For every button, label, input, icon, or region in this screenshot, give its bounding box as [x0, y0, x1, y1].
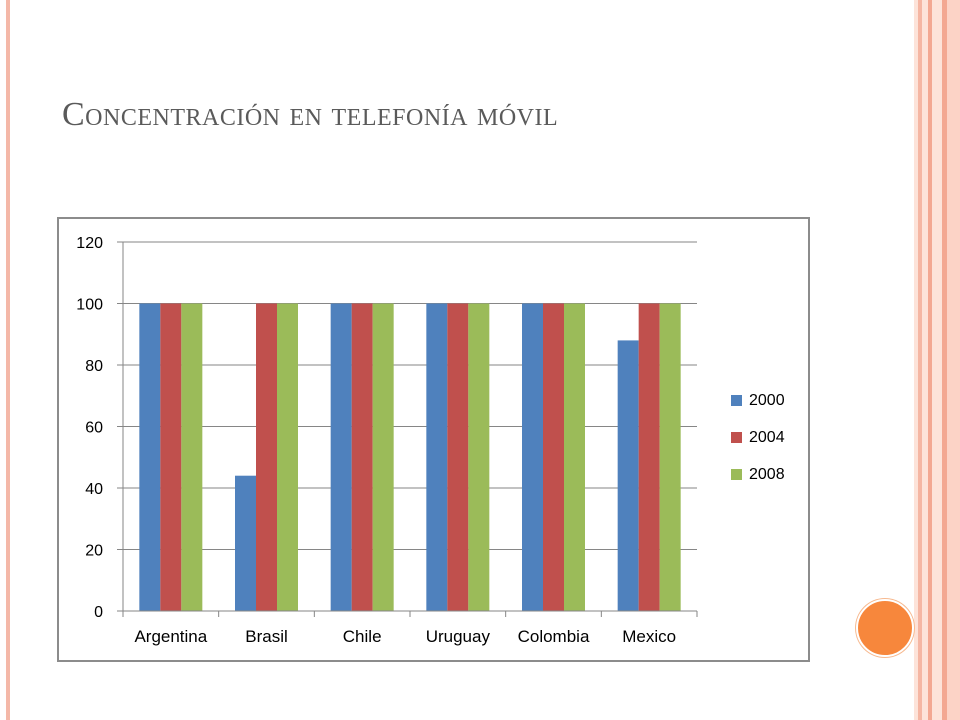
bar-2004-brasil — [256, 303, 277, 611]
x-category-label: Uruguay — [426, 627, 491, 646]
y-tick-label: 40 — [85, 481, 103, 498]
bar-2008-colombia — [564, 303, 585, 611]
y-tick-label: 100 — [76, 297, 103, 314]
legend-label: 2000 — [749, 392, 785, 409]
slide-right-stripes — [914, 0, 960, 720]
bar-2000-uruguay — [426, 303, 448, 611]
y-tick-label: 80 — [85, 358, 103, 375]
y-tick-label: 120 — [76, 235, 103, 252]
bar-2000-colombia — [522, 303, 543, 611]
slide-title: Concentración en telefonía móvil — [62, 96, 559, 133]
bar-2008-chile — [372, 303, 394, 611]
slide-left-border — [6, 0, 10, 720]
bar-2004-colombia — [543, 303, 564, 611]
y-tick-label: 60 — [85, 420, 103, 437]
legend-swatch-2004 — [731, 432, 742, 443]
x-category-label: Chile — [343, 627, 382, 646]
y-axis-ticks: 0 20 40 60 80 100 120 — [76, 235, 124, 621]
x-axis-categories: Argentina Brasil Chile Uruguay Colombia Mexic… — [134, 627, 676, 646]
bar-2008-brasil — [277, 303, 298, 611]
y-tick-label: 0 — [94, 604, 103, 621]
bar-2000-chile — [330, 303, 352, 611]
bars — [139, 303, 681, 611]
legend-label: 2008 — [749, 466, 785, 483]
legend-label: 2004 — [749, 429, 785, 446]
legend: 2000 2004 2008 — [731, 392, 785, 483]
bar-2008-uruguay — [468, 303, 490, 611]
bar-2004-chile — [351, 303, 373, 611]
bar-2000-argentina — [139, 303, 161, 611]
bar-2004-argentina — [160, 303, 182, 611]
y-tick-label: 20 — [85, 543, 103, 560]
legend-swatch-2000 — [731, 395, 742, 406]
legend-swatch-2008 — [731, 469, 742, 480]
x-category-label: Brasil — [245, 627, 288, 646]
orange-circle-decoration — [856, 599, 914, 657]
bar-chart: 0 20 40 60 80 100 120 Argentina Brasil Chile Urug… — [76, 235, 785, 646]
bar-2000-brasil — [235, 475, 256, 611]
bar-2008-mexico — [659, 303, 681, 611]
x-category-label: Argentina — [134, 627, 207, 646]
x-category-label: Colombia — [518, 627, 590, 646]
x-axis — [122, 610, 698, 617]
x-category-label: Mexico — [622, 627, 676, 646]
bar-2000-mexico — [617, 340, 639, 611]
bar-2004-uruguay — [447, 303, 469, 611]
chart-container: 0 20 40 60 80 100 120 Argentina Brasil Chile Urug… — [57, 217, 810, 662]
bar-2004-mexico — [638, 303, 660, 611]
gridlines — [123, 241, 697, 550]
bar-2008-argentina — [181, 303, 203, 611]
